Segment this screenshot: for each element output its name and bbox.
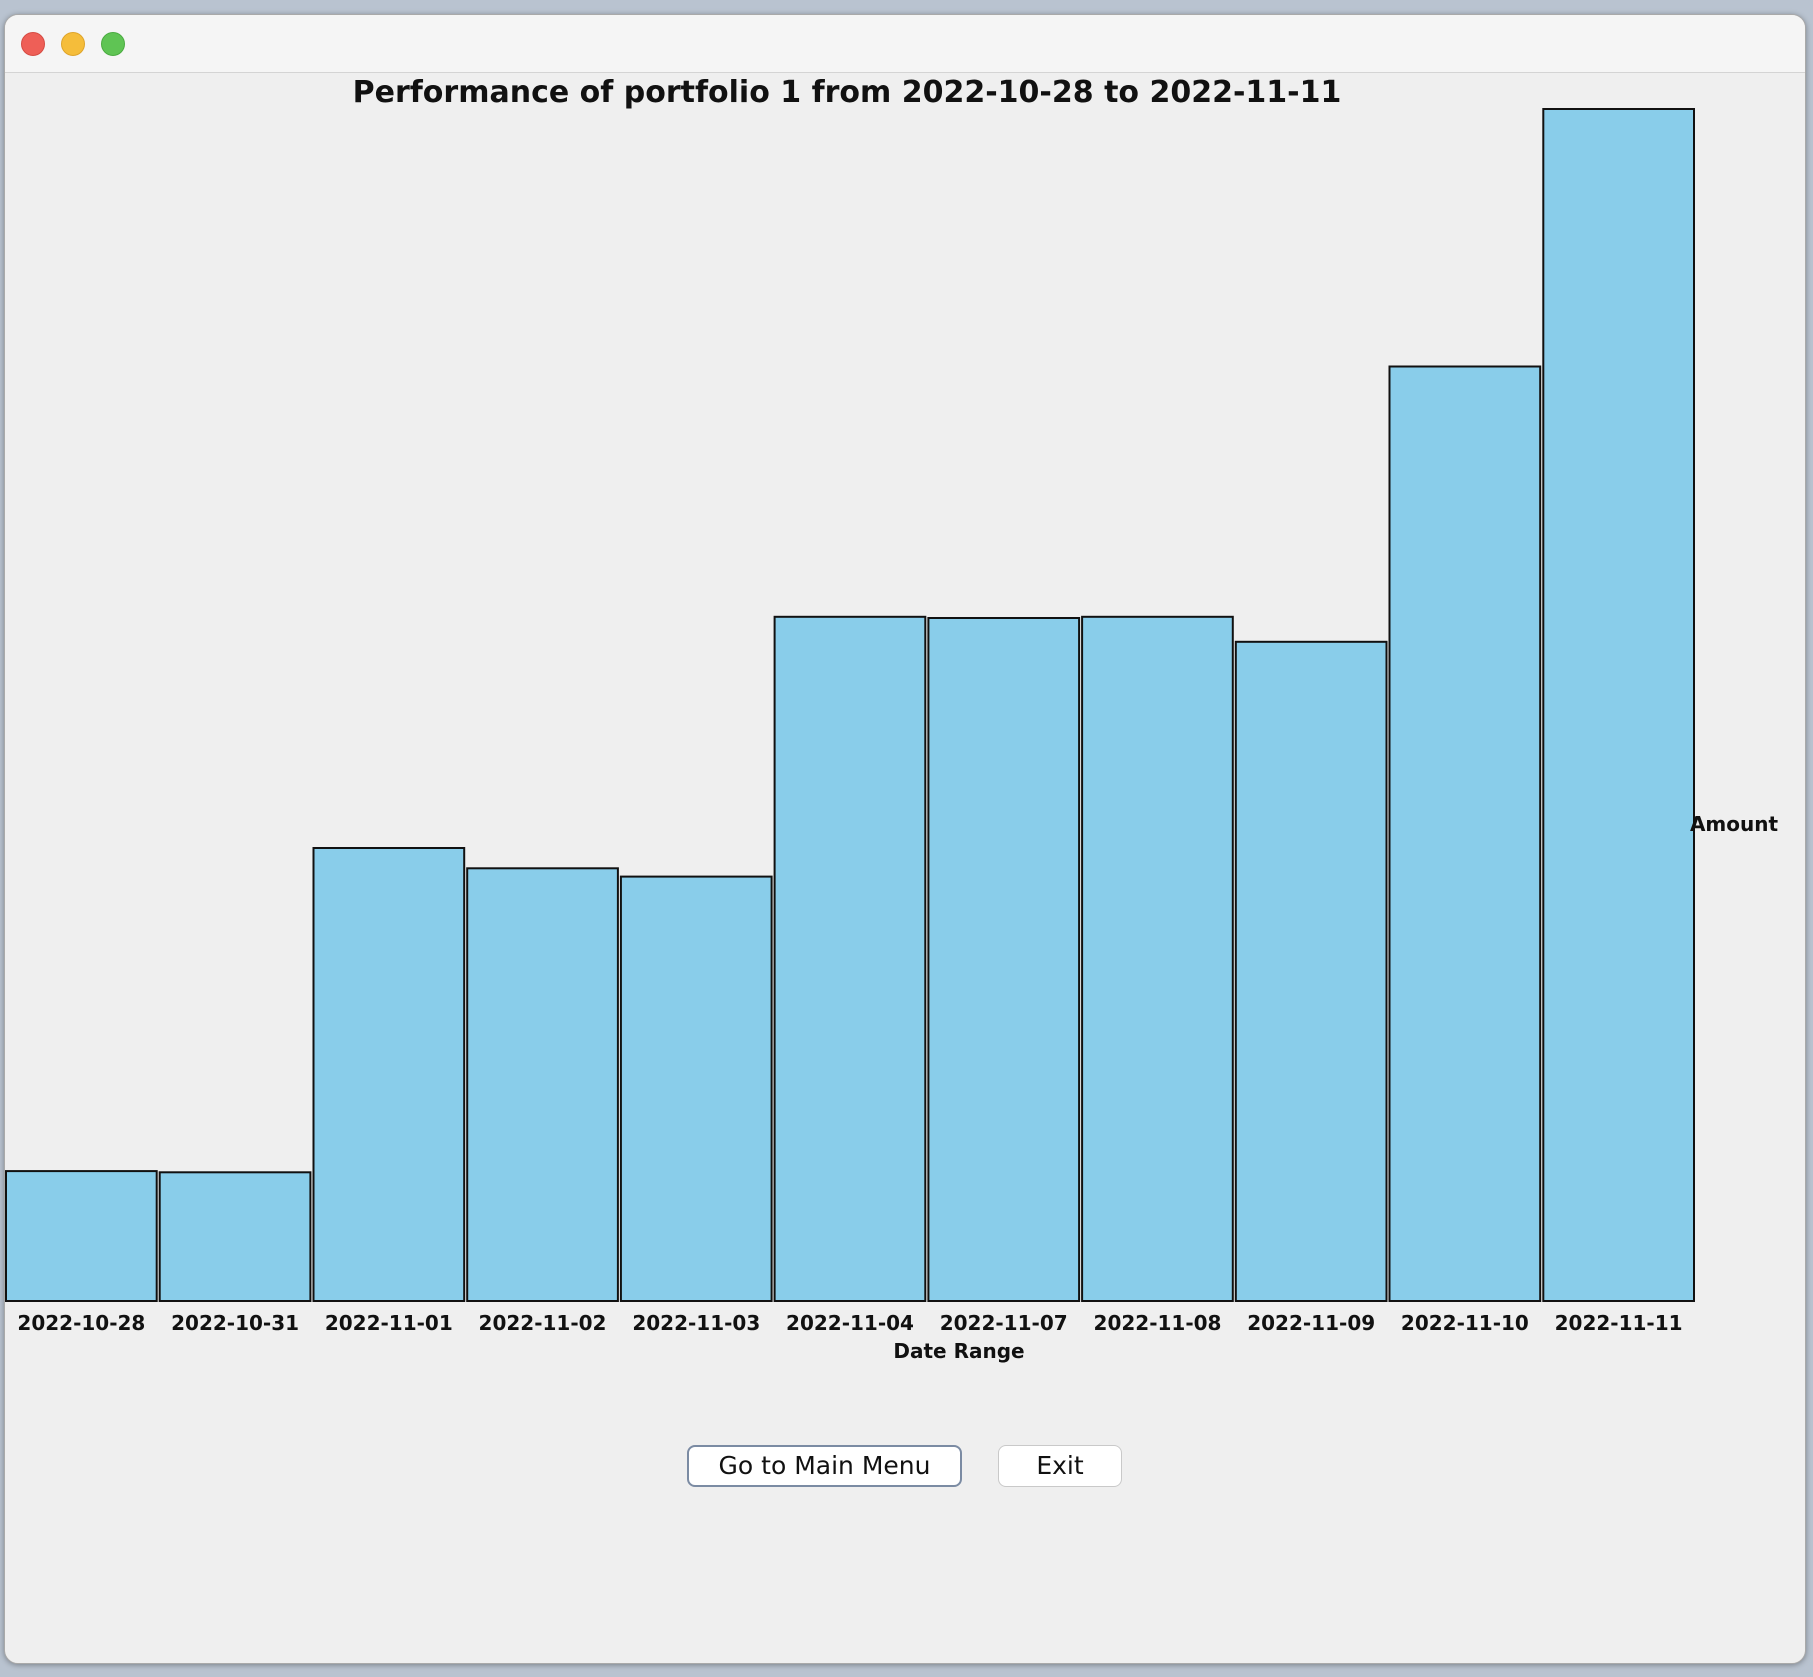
- bar-2022-11-01: [312, 847, 466, 1302]
- go-to-main-menu-button[interactable]: Go to Main Menu: [687, 1445, 962, 1487]
- x-tick-label: 2022-11-03: [632, 1311, 760, 1335]
- close-window-icon[interactable]: [21, 32, 45, 56]
- chart-title: Performance of portfolio 1 from 2022-10-…: [353, 75, 1342, 110]
- bar-2022-11-10: [1388, 365, 1542, 1302]
- x-tick-label: 2022-11-09: [1247, 1311, 1375, 1335]
- x-tick-labels: 2022-10-28 2022-10-31 2022-11-01 2022-11-02…: [17, 1311, 1682, 1335]
- chart-window: Performance of portfolio 1 from 2022-10-…: [4, 14, 1806, 1664]
- zoom-window-icon[interactable]: [101, 32, 125, 56]
- minimize-window-icon[interactable]: [61, 32, 85, 56]
- bar-chart: Performance of portfolio 1 from 2022-10-…: [5, 75, 1779, 1363]
- x-tick-label: 2022-11-08: [1094, 1311, 1222, 1335]
- x-tick-label: 2022-11-10: [1401, 1311, 1529, 1335]
- x-axis-label: Date Range: [893, 1339, 1024, 1363]
- bars-group: [5, 108, 1696, 1303]
- bar-2022-11-07: [927, 617, 1081, 1302]
- bar-2022-10-28: [5, 1170, 158, 1302]
- y-axis-label: Amount: [1690, 812, 1779, 836]
- x-tick-label: 2022-11-11: [1555, 1311, 1683, 1335]
- x-tick-label: 2022-11-01: [325, 1311, 453, 1335]
- bar-2022-11-03: [619, 875, 773, 1302]
- x-tick-label: 2022-11-07: [940, 1311, 1068, 1335]
- bar-2022-11-09: [1234, 640, 1388, 1302]
- window-titlebar: [5, 15, 1805, 73]
- bar-2022-10-31: [158, 1171, 312, 1303]
- exit-button[interactable]: Exit: [998, 1445, 1122, 1487]
- bar-2022-11-04: [773, 615, 927, 1302]
- x-tick-label: 2022-11-02: [479, 1311, 607, 1335]
- x-tick-label: 2022-10-28: [17, 1311, 145, 1335]
- x-tick-label: 2022-10-31: [171, 1311, 299, 1335]
- bar-2022-11-02: [466, 867, 619, 1302]
- bar-2022-11-08: [1081, 615, 1234, 1302]
- x-tick-label: 2022-11-04: [786, 1311, 914, 1335]
- bar-2022-11-11: [1542, 108, 1696, 1302]
